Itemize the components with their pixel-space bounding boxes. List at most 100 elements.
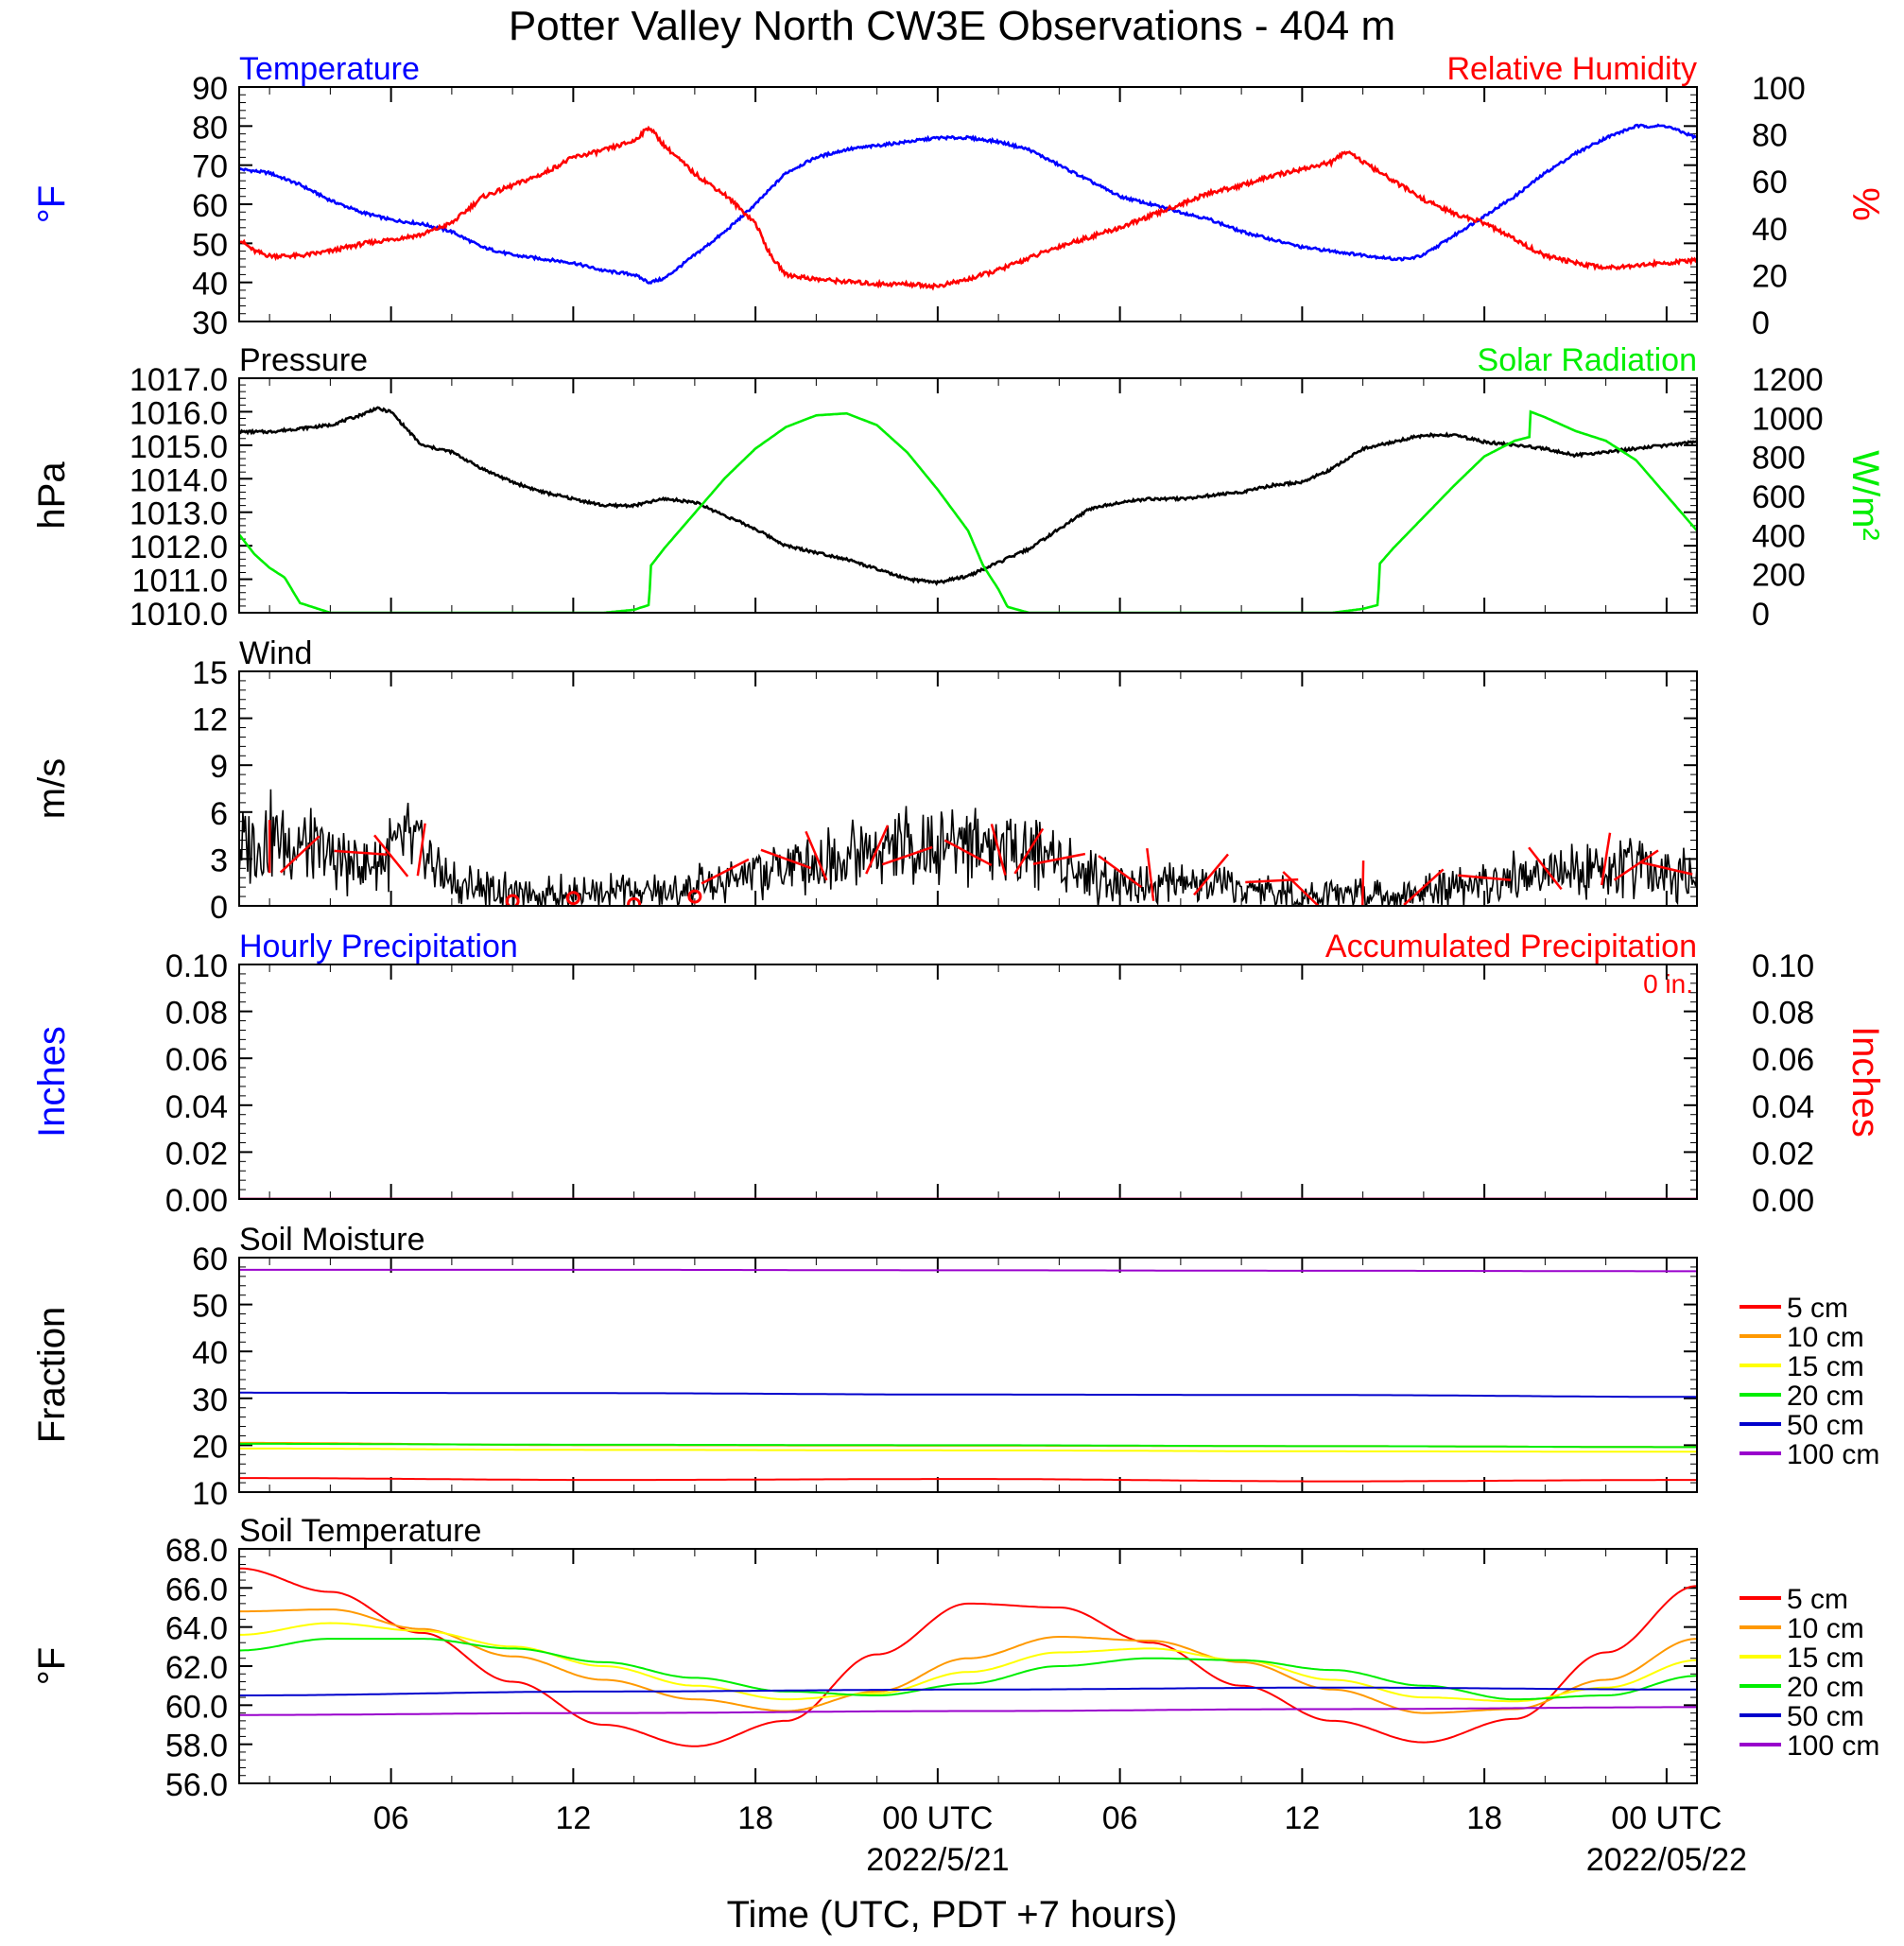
series-50-cm [239,1391,1697,1399]
series-100-cm [239,1706,1697,1716]
y-tick-label-left: 12 [192,703,228,738]
y-tick-label-left: 58.0 [165,1729,228,1764]
legend-label-20-cm: 20 cm [1787,1672,1864,1703]
legend-label-50-cm: 50 cm [1787,1701,1864,1732]
y-tick-label-left: 40 [192,1335,228,1371]
series-temperature [239,123,1697,286]
y-tick-label-left: 1011.0 [132,564,228,599]
panel-title-right: Solar Radiation [1478,342,1697,378]
x-tick-label: 18 [1466,1800,1502,1836]
panel-title-left: Temperature [239,51,420,87]
y-tick-label-right: 1000 [1752,401,1824,437]
y-tick-label-left: 1015.0 [130,429,228,465]
y-axis-label-left: °F [31,1647,73,1685]
panel-data [239,789,1697,906]
panel-hourly-precipitation: Hourly Precipitation Accumulated Precipit… [31,929,1886,1219]
wind-barb [373,834,409,877]
y-tick-label-right: 1200 [1752,362,1824,398]
x-tick-label: 06 [1102,1800,1138,1836]
panel-title-left: Wind [239,635,312,671]
y-tick-label-right: 0.04 [1752,1089,1814,1125]
y-tick-label-right: 0 [1752,597,1770,633]
x-tick-label: 12 [555,1800,591,1836]
y-tick-label-left: 66.0 [165,1572,228,1607]
panel-temperature: Temperature Relative Humidity°F %304050607… [31,51,1886,341]
wind-barb [416,823,426,877]
wind-barb [1361,860,1365,906]
x-tick-date-label: 2022/05/22 [1586,1842,1747,1878]
y-tick-label-right: 800 [1752,441,1806,477]
wind-calm-mark [505,894,520,906]
wind-barb [881,845,933,866]
figure-title: Potter Valley North CW3E Observations - … [509,3,1395,49]
wind-barb [1146,847,1155,901]
y-tick-label-left: 0 [210,890,228,926]
y-tick-label-left: 30 [192,305,228,341]
y-tick-label-right: 400 [1752,518,1806,554]
y-tick-label-left: 64.0 [165,1611,228,1647]
series-20-cm [239,1442,1697,1449]
series-5-cm [239,1477,1697,1483]
panel-pressure: Pressure Solar Radiation hPa W/m² 1010.01011… [31,342,1886,633]
y-axis-label-left: m/s [31,758,73,819]
panel-frame [238,1257,1698,1493]
x-tick-label: 00 UTC [882,1800,993,1836]
panels: Temperature Relative Humidity°F %304050607… [31,51,1886,1803]
y-tick-label-left: 60.0 [165,1689,228,1725]
series-solar-radiation [239,409,1697,613]
wind-barb [1245,877,1299,884]
x-tick-label: 12 [1284,1800,1320,1836]
y-tick-label-left: 1014.0 [130,462,228,498]
panel-soil-temperature: Soil Temperature °F 56.058.0 60.062.064.0 66… [31,1513,1879,1803]
legend-label-15-cm: 15 cm [1787,1351,1864,1382]
panel-frame [238,670,1698,907]
panel-data [239,1567,1697,1747]
panel-title-right: Relative Humidity [1446,51,1697,87]
y-tick-label-right: 0.02 [1752,1136,1814,1172]
y-tick-label-left: 50 [192,227,228,263]
legend-label-15-cm: 15 cm [1787,1642,1864,1674]
legend-label-5-cm: 5 cm [1787,1584,1848,1615]
y-tick-label-right: 200 [1752,558,1806,594]
y-tick-label-left: 1012.0 [130,530,228,565]
y-tick-label-right: 100 [1752,71,1806,107]
wind-barb [1282,871,1321,906]
panel-frame [238,86,1698,322]
y-tick-label-left: 15 [192,655,228,691]
y-tick-label-right: 0.00 [1752,1183,1814,1219]
wind-barb [1403,868,1445,906]
wind-calm-mark [627,896,642,906]
legend-label-20-cm: 20 cm [1787,1381,1864,1412]
panel-title-left: Soil Temperature [239,1513,481,1549]
series-50-cm [239,1686,1697,1696]
series-5-cm [239,1567,1697,1747]
series-15-cm [239,1622,1697,1703]
panel-data [239,406,1697,613]
wind-barb [701,858,750,885]
legend-label-100-cm: 100 cm [1787,1439,1879,1470]
y-tick-label-left: 9 [210,749,228,785]
panel-data [239,123,1697,291]
y-tick-label-right: 0.08 [1752,996,1814,1032]
wind-barb [760,848,811,870]
x-axis-label: Time (UTC, PDT +7 hours) [727,1894,1178,1936]
y-axis-label-left: Inches [31,1026,73,1138]
y-tick-label-left: 0.08 [165,996,228,1032]
wind-barb [865,825,890,875]
wind-barb [1613,849,1659,881]
y-tick-label-left: 62.0 [165,1650,228,1686]
panel-wind: Wind m/s 0 3 6 9 12 15 [31,635,1698,926]
wind-barb [279,835,320,874]
series-100-cm [239,1268,1697,1273]
accumulated-total-annotation: 0 in. [1643,969,1693,999]
wind-barb [1013,827,1045,875]
wind-barb [1601,832,1612,886]
x-tick-date-label: 2022/5/21 [866,1842,1009,1878]
x-tick-label: 06 [373,1800,409,1836]
series-relative-humidity [239,125,1697,291]
y-tick-label-left: 60 [192,1242,228,1277]
wind-barb [1193,853,1229,896]
panel-title-left: Soil Moisture [239,1222,425,1258]
panel-title-left: Hourly Precipitation [239,929,518,964]
